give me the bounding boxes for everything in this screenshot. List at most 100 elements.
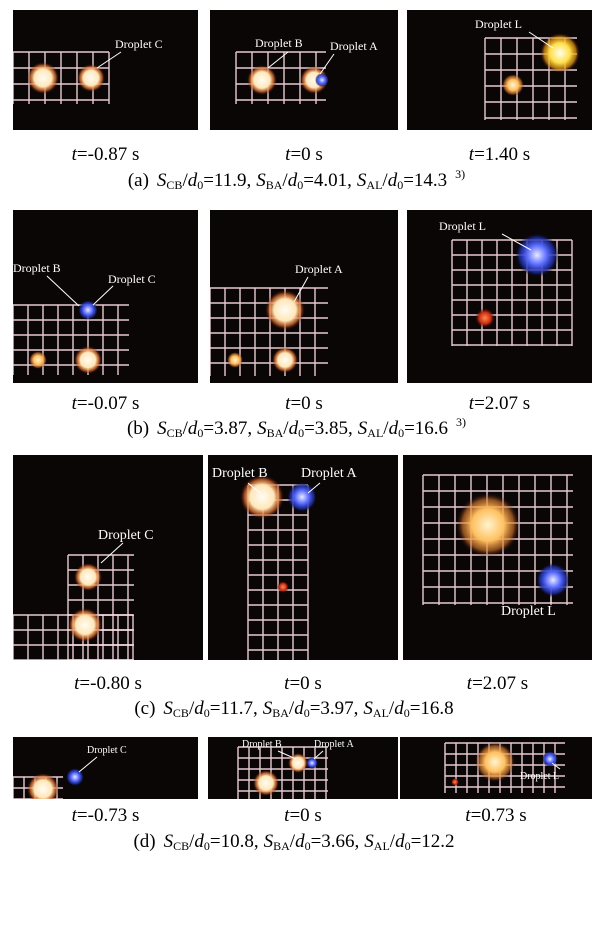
caption-part: =16.6 bbox=[404, 418, 448, 439]
droplet-label: Droplet A bbox=[330, 39, 378, 53]
caption-part: S bbox=[157, 418, 167, 439]
frame-image: Droplet L bbox=[403, 455, 592, 660]
time-label: t=-0.73 s bbox=[13, 805, 198, 827]
time-value: =2.07 s bbox=[472, 673, 528, 694]
time-label: t=0.73 s bbox=[400, 805, 592, 827]
droplet bbox=[253, 770, 279, 796]
background bbox=[407, 210, 592, 383]
time-label: t=0 s bbox=[208, 805, 398, 827]
caption-part: S bbox=[363, 698, 373, 719]
caption-part: 0 bbox=[204, 706, 210, 720]
droplet-label: Droplet C bbox=[98, 528, 154, 543]
droplet-label: Droplet C bbox=[87, 745, 127, 756]
droplet-label: Droplet B bbox=[212, 466, 268, 481]
droplet-label: Droplet C bbox=[115, 37, 163, 51]
frame-image: Droplet C bbox=[13, 737, 198, 799]
caption-part: 0 bbox=[305, 839, 311, 853]
time-value: =-0.80 s bbox=[79, 673, 141, 694]
time-value: =-0.73 s bbox=[77, 805, 139, 826]
caption-part: S bbox=[164, 831, 174, 852]
caption-part: S bbox=[157, 170, 167, 191]
frame-image: Droplet BDroplet C bbox=[13, 210, 198, 383]
droplet bbox=[456, 493, 520, 557]
frame-image: Droplet C bbox=[13, 455, 203, 660]
droplet bbox=[288, 753, 308, 773]
caption-part: AL bbox=[367, 426, 383, 440]
droplet-label: Droplet L bbox=[520, 771, 559, 782]
droplet bbox=[247, 65, 277, 95]
droplet bbox=[475, 308, 495, 328]
droplet bbox=[277, 581, 289, 593]
droplet-label: Droplet L bbox=[439, 219, 486, 233]
droplet bbox=[77, 64, 105, 92]
frame-image: Droplet A bbox=[210, 210, 398, 383]
caption-part: d bbox=[289, 418, 299, 439]
caption-part: CB bbox=[167, 426, 183, 440]
time-label: t=0 s bbox=[208, 673, 398, 695]
droplet bbox=[542, 751, 558, 767]
time-label: t=0 s bbox=[210, 144, 398, 166]
droplet bbox=[536, 563, 570, 597]
droplet bbox=[27, 62, 59, 94]
caption-part: S bbox=[257, 418, 267, 439]
page: (() => { const data = JSON.parse(documen… bbox=[0, 0, 593, 941]
droplet-label: Droplet L bbox=[501, 604, 556, 619]
background bbox=[13, 455, 203, 660]
caption-part: S bbox=[357, 170, 367, 191]
caption-part: =11.7, bbox=[210, 698, 258, 719]
caption-part: =3.87, bbox=[203, 418, 252, 439]
droplet-label: Droplet A bbox=[314, 739, 354, 750]
caption-part: (c) bbox=[134, 698, 155, 719]
droplet-label: Droplet A bbox=[301, 466, 357, 481]
droplet bbox=[227, 352, 243, 368]
frame-image: Droplet L bbox=[407, 10, 592, 130]
time-value: =0 s bbox=[290, 393, 322, 414]
time-label: t=0 s bbox=[210, 393, 398, 415]
caption-part: =4.01, bbox=[303, 170, 352, 191]
caption-part: d bbox=[389, 418, 399, 439]
droplet bbox=[287, 482, 317, 512]
caption-part: =11.9, bbox=[203, 170, 251, 191]
caption-part: =12.2 bbox=[411, 831, 455, 852]
droplet bbox=[515, 233, 559, 277]
time-label: t=1.40 s bbox=[407, 144, 592, 166]
time-value: =1.40 s bbox=[474, 144, 530, 165]
caption-part: BA bbox=[267, 426, 284, 440]
droplet bbox=[68, 608, 102, 642]
caption-part: (d) bbox=[133, 831, 155, 852]
caption-part: d bbox=[194, 831, 204, 852]
background bbox=[210, 10, 398, 130]
background bbox=[403, 455, 592, 660]
frame-image: Droplet L bbox=[407, 210, 592, 383]
caption-part: d bbox=[288, 170, 298, 191]
caption-part: 0 bbox=[405, 839, 411, 853]
droplet-label: Droplet B bbox=[255, 36, 303, 50]
time-label: t=2.07 s bbox=[403, 673, 592, 695]
caption-part: S bbox=[256, 170, 266, 191]
caption-part: 0 bbox=[304, 706, 310, 720]
caption-part: S bbox=[364, 831, 374, 852]
caption-part: BA bbox=[272, 706, 289, 720]
droplet bbox=[29, 351, 47, 369]
time-value: =-0.87 s bbox=[77, 144, 139, 165]
caption-part: AL bbox=[374, 839, 390, 853]
droplet bbox=[540, 33, 580, 73]
caption-part: BA bbox=[273, 839, 290, 853]
frame-image: Droplet C bbox=[13, 10, 198, 130]
caption-part: AL bbox=[373, 706, 389, 720]
droplet bbox=[502, 74, 524, 96]
caption-part: =14.3 bbox=[403, 170, 447, 191]
caption-part: 3) bbox=[456, 415, 466, 429]
caption: (b)SCB/d0=3.87,SBA/d0=3.85,SAL/d0=16.63) bbox=[0, 418, 593, 440]
droplet-label: Droplet L bbox=[475, 17, 522, 31]
droplet bbox=[451, 778, 459, 786]
droplet bbox=[475, 742, 515, 782]
caption-part: (a) bbox=[128, 170, 149, 191]
droplet bbox=[265, 290, 305, 330]
time-value: =0 s bbox=[289, 805, 321, 826]
caption-part: d bbox=[295, 831, 305, 852]
droplet bbox=[74, 563, 102, 591]
caption-part: =16.8 bbox=[410, 698, 454, 719]
caption-part: =3.97, bbox=[310, 698, 359, 719]
caption-part: CB bbox=[173, 706, 189, 720]
